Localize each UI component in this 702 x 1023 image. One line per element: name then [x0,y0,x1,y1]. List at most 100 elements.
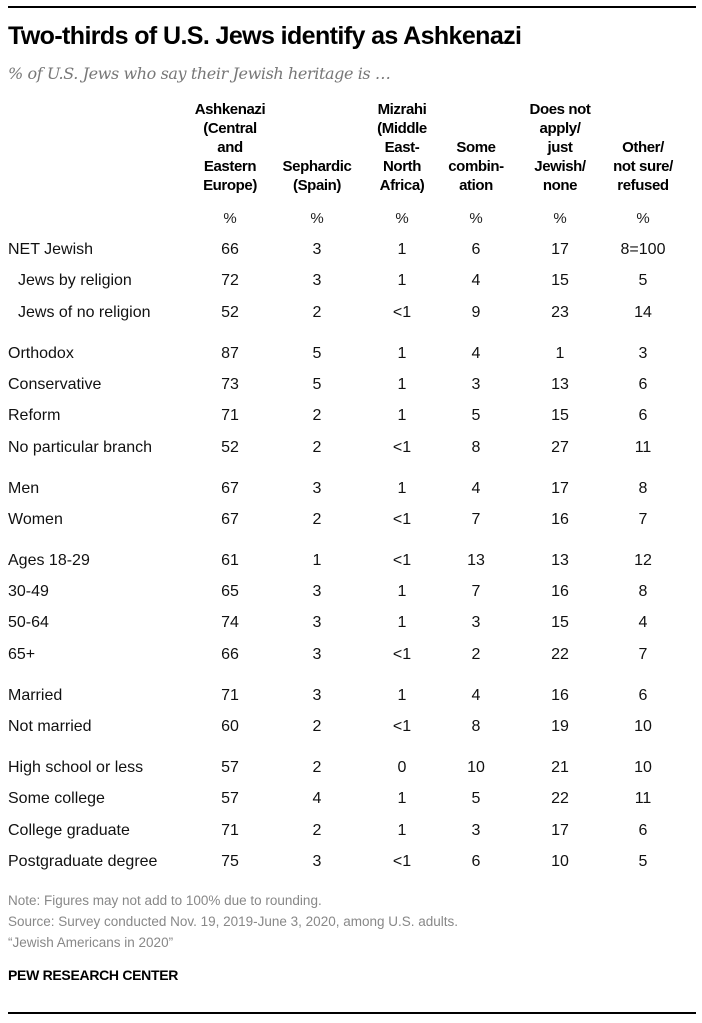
table-cell: 4 [471,344,481,362]
brand-label: PEW RESEARCH CENTER [8,967,179,983]
table-cell: 21 [551,759,569,776]
table-cell: 74 [221,614,239,632]
table-cell: 6 [471,241,481,258]
table-cell: 6 [638,686,648,704]
table-cell: 10 [467,759,485,776]
table-cell: 15 [551,272,569,290]
unit-label: % [553,210,567,227]
table-cell: 3 [638,344,648,362]
table-cell: 4 [471,686,481,704]
column-header: Mizrahi (Middle East- North Africa) [377,101,427,194]
table-cell: 7 [471,583,481,601]
table-cell: 1 [312,551,322,569]
table-cell: <1 [392,438,412,456]
bottom-rule [8,1012,696,1014]
row-label: Postgraduate degree [8,852,158,870]
table-cell: 1 [397,344,407,362]
table-cell: 6 [638,407,648,425]
table-cell: 4 [471,479,481,497]
table-cell: 71 [221,686,239,704]
table-cell: 57 [221,790,239,808]
table-cell: 0 [397,759,407,776]
table-cell: 10 [551,852,569,870]
table-cell: 71 [221,407,239,425]
table-cell: 16 [551,686,569,704]
table-cell: 13 [551,551,569,569]
table-cell: 5 [471,407,481,425]
table-cell: 22 [551,645,569,663]
table-cell: 15 [551,614,569,632]
table-cell: 1 [397,479,407,497]
column-header: Some combin- ation [448,139,504,194]
table-cell: 22 [551,790,569,808]
row-label: Conservative [8,375,102,393]
unit-label: % [223,210,237,227]
table-cell: 8 [638,583,648,601]
column-header: Other/ not sure/ refused [613,139,673,194]
table-cell: 3 [312,583,322,601]
table-cell: <1 [392,718,412,735]
table-cell: 3 [312,686,322,704]
table-cell: 7 [638,645,648,663]
table-cell: 13 [551,375,569,393]
table-cell: 17 [551,821,569,839]
table-cell: 7 [471,510,481,528]
table-cell: 23 [551,303,569,321]
table-cell: 11 [634,438,652,456]
row-label: Married [8,686,63,704]
table-cell: 3 [312,272,322,290]
table-cell: 66 [221,645,239,663]
table-cell: 2 [471,645,481,663]
table-cell: <1 [392,551,412,569]
table-cell: 7 [638,510,648,528]
chart-subtitle: % of U.S. Jews who say their Jewish heri… [8,64,391,83]
table-cell: 6 [638,821,648,839]
table-cell: 5 [471,790,481,808]
row-label: Some college [8,790,105,808]
table-cell: <1 [392,852,412,870]
table-cell: <1 [392,645,412,663]
table-cell: 4 [638,614,648,632]
table-cell: 4 [312,790,322,808]
table-cell: 72 [221,272,239,290]
table-cell: 73 [221,375,239,393]
table-cell: 3 [471,614,481,632]
table-cell: 2 [312,407,322,425]
column-header: Sephardic (Spain) [282,158,352,194]
note-line: “Jewish Americans in 2020” [8,935,174,950]
row-label: No particular branch [8,438,153,456]
row-label: Women [8,510,63,528]
table-cell: 67 [221,479,239,497]
table-cell: 57 [221,759,239,776]
table-cell: 3 [312,241,322,258]
table-cell: 52 [221,303,239,321]
table-cell: 3 [471,375,481,393]
table-cell: 8=100 [620,241,666,258]
table-cell: 5 [638,272,648,290]
table-cell: 10 [634,718,652,735]
table-cell: 3 [312,852,322,870]
table-cell: 13 [467,551,485,569]
table-cell: 1 [555,344,565,362]
table-cell: <1 [392,303,412,321]
table-cell: 2 [312,718,322,735]
table-cell: 19 [551,718,569,735]
table-cell: 1 [397,407,407,425]
table-cell: 5 [312,344,322,362]
table-cell: 52 [221,438,239,456]
table-cell: 66 [221,241,239,258]
table-cell: 1 [397,686,407,704]
table-cell: 8 [471,718,481,735]
row-label: 30-49 [8,583,49,601]
table-cell: 1 [397,583,407,601]
table-cell: <1 [392,510,412,528]
table-cell: 8 [638,479,648,497]
table-cell: 6 [638,375,648,393]
row-label: Jews by religion [18,272,132,290]
table-cell: 8 [471,438,481,456]
row-label: Ages 18-29 [8,551,90,569]
table-cell: 1 [397,375,407,393]
table-cell: 1 [397,821,407,839]
table-cell: 1 [397,614,407,632]
table-cell: 1 [397,790,407,808]
